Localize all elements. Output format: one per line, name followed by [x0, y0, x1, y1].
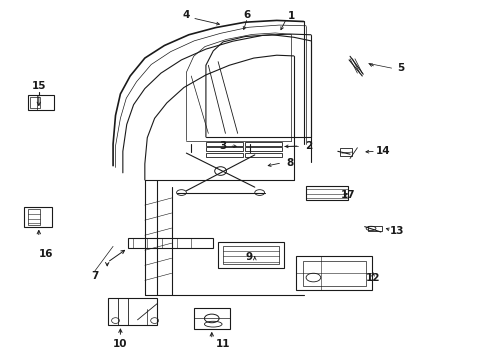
- Bar: [218, 242, 284, 268]
- Text: 13: 13: [390, 226, 405, 236]
- Text: 15: 15: [31, 81, 46, 91]
- Bar: [206, 142, 243, 146]
- Text: 17: 17: [341, 190, 356, 200]
- Text: 3: 3: [220, 141, 227, 151]
- Bar: [194, 308, 230, 329]
- Bar: [296, 256, 372, 291]
- Text: 12: 12: [366, 273, 380, 283]
- Bar: [27, 209, 40, 225]
- Bar: [24, 207, 52, 226]
- Bar: [340, 148, 352, 156]
- Text: 11: 11: [216, 339, 230, 349]
- Text: 14: 14: [375, 146, 390, 156]
- Text: 4: 4: [183, 10, 190, 20]
- Text: 1: 1: [288, 11, 295, 21]
- Text: 2: 2: [305, 141, 312, 151]
- Text: 5: 5: [397, 63, 404, 73]
- Bar: [223, 246, 279, 264]
- Bar: [245, 153, 282, 157]
- Bar: [27, 95, 54, 110]
- Text: 10: 10: [113, 339, 128, 349]
- Text: 6: 6: [244, 10, 251, 20]
- Bar: [303, 261, 366, 286]
- Bar: [245, 147, 282, 151]
- Text: 7: 7: [91, 271, 98, 281]
- Bar: [245, 142, 282, 146]
- Bar: [368, 226, 382, 231]
- Text: 9: 9: [245, 252, 252, 262]
- Bar: [108, 298, 157, 325]
- Bar: [128, 238, 213, 248]
- Text: 8: 8: [286, 158, 294, 168]
- Bar: [30, 97, 40, 108]
- Bar: [306, 186, 347, 200]
- Text: 16: 16: [38, 248, 53, 258]
- Bar: [206, 153, 243, 157]
- Bar: [206, 147, 243, 151]
